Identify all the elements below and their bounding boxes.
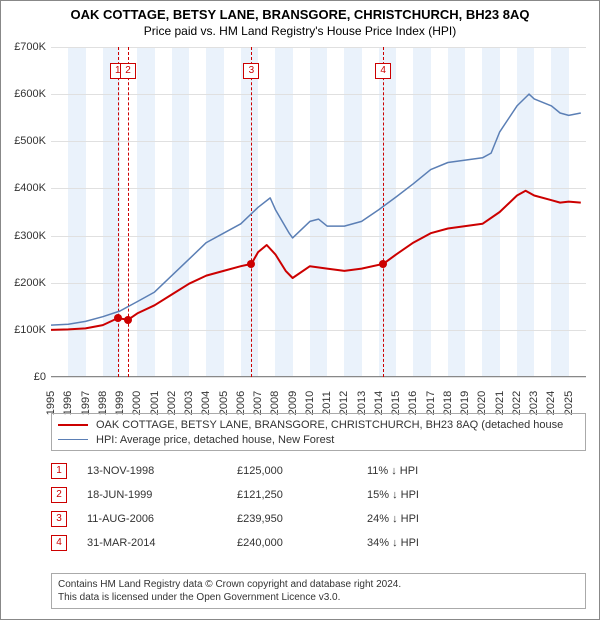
sales-row-diff: 11% ↓ HPI [367, 465, 527, 477]
sale-marker-box: 2 [120, 63, 136, 79]
x-axis-label: 2009 [287, 391, 299, 415]
x-axis-label: 2012 [338, 391, 350, 415]
sales-row-price: £239,950 [237, 513, 367, 525]
x-axis-label: 2017 [425, 391, 437, 415]
x-axis-label: 2020 [476, 391, 488, 415]
sale-marker-box: 4 [375, 63, 391, 79]
sales-row-diff: 15% ↓ HPI [367, 489, 527, 501]
x-axis-label: 2016 [407, 391, 419, 415]
y-axis-label: £400K [2, 182, 46, 194]
x-axis-label: 2004 [200, 391, 212, 415]
chart-title-address: OAK COTTAGE, BETSY LANE, BRANSGORE, CHRI… [1, 1, 599, 22]
y-axis-label: £200K [2, 277, 46, 289]
property-line [51, 191, 581, 330]
sales-row-date: 11-AUG-2006 [87, 513, 237, 525]
x-axis-label: 2025 [563, 391, 575, 415]
legend-swatch [58, 439, 88, 440]
x-axis-label: 2008 [269, 391, 281, 415]
sales-row-diff: 34% ↓ HPI [367, 537, 527, 549]
x-axis-label: 1998 [97, 391, 109, 415]
sales-row-marker: 1 [51, 463, 67, 479]
sales-row-marker: 2 [51, 487, 67, 503]
sales-row-marker: 3 [51, 511, 67, 527]
gridline-h [51, 377, 586, 378]
chart-plot-area: £0£100K£200K£300K£400K£500K£600K£700K199… [51, 47, 586, 377]
sales-row-date: 13-NOV-1998 [87, 465, 237, 477]
x-axis-label: 1999 [114, 391, 126, 415]
legend-label: HPI: Average price, detached house, New … [96, 434, 334, 446]
x-axis-label: 2010 [304, 391, 316, 415]
legend-item: OAK COTTAGE, BETSY LANE, BRANSGORE, CHRI… [58, 417, 579, 432]
x-axis-label: 2018 [442, 391, 454, 415]
x-axis-label: 2014 [373, 391, 385, 415]
x-axis-label: 2006 [235, 391, 247, 415]
sales-row-price: £240,000 [237, 537, 367, 549]
sales-table: 1 13-NOV-1998£125,00011% ↓ HPI 2 18-JUN-199… [51, 459, 586, 555]
sales-row: 4 31-MAR-2014£240,00034% ↓ HPI [51, 531, 586, 555]
y-axis-label: £500K [2, 135, 46, 147]
sale-marker-box: 3 [243, 63, 259, 79]
x-axis-label: 2000 [131, 391, 143, 415]
chart-legend: OAK COTTAGE, BETSY LANE, BRANSGORE, CHRI… [51, 413, 586, 451]
footer-line2: This data is licensed under the Open Gov… [58, 591, 579, 604]
y-axis-label: £0 [2, 371, 46, 383]
y-axis-label: £700K [2, 41, 46, 53]
legend-swatch [58, 424, 88, 426]
sales-row: 1 13-NOV-1998£125,00011% ↓ HPI [51, 459, 586, 483]
x-axis-label: 2024 [545, 391, 557, 415]
x-axis-label: 1995 [45, 391, 57, 415]
chart-subtitle: Price paid vs. HM Land Registry's House … [1, 22, 599, 40]
y-axis-label: £300K [2, 230, 46, 242]
sale-dot [114, 314, 122, 322]
y-axis-label: £600K [2, 88, 46, 100]
sales-row-date: 31-MAR-2014 [87, 537, 237, 549]
x-axis-label: 2015 [390, 391, 402, 415]
x-axis-label: 2023 [528, 391, 540, 415]
chart-lines-svg [51, 47, 586, 377]
sales-row: 2 18-JUN-1999£121,25015% ↓ HPI [51, 483, 586, 507]
x-axis-label: 2011 [321, 391, 333, 415]
x-axis-label: 2003 [183, 391, 195, 415]
chart-frame: OAK COTTAGE, BETSY LANE, BRANSGORE, CHRI… [0, 0, 600, 620]
sales-row: 3 11-AUG-2006£239,95024% ↓ HPI [51, 507, 586, 531]
sales-row-price: £125,000 [237, 465, 367, 477]
y-axis-label: £100K [2, 324, 46, 336]
sale-dot [247, 260, 255, 268]
x-axis-label: 2001 [149, 391, 161, 415]
x-axis-label: 2007 [252, 391, 264, 415]
x-axis-label: 2002 [166, 391, 178, 415]
x-axis-label: 2022 [511, 391, 523, 415]
x-axis-label: 2021 [494, 391, 506, 415]
footer-line1: Contains HM Land Registry data © Crown c… [58, 578, 579, 591]
x-axis-label: 1997 [80, 391, 92, 415]
legend-label: OAK COTTAGE, BETSY LANE, BRANSGORE, CHRI… [96, 419, 563, 431]
sales-row-marker: 4 [51, 535, 67, 551]
footer-attribution: Contains HM Land Registry data © Crown c… [51, 573, 586, 609]
sales-row-price: £121,250 [237, 489, 367, 501]
sales-row-diff: 24% ↓ HPI [367, 513, 527, 525]
x-axis-label: 1996 [62, 391, 74, 415]
sales-row-date: 18-JUN-1999 [87, 489, 237, 501]
x-axis-label: 2019 [459, 391, 471, 415]
x-axis-label: 2013 [356, 391, 368, 415]
sale-dot [379, 260, 387, 268]
legend-item: HPI: Average price, detached house, New … [58, 432, 579, 447]
sale-dot [124, 316, 132, 324]
x-axis-label: 2005 [218, 391, 230, 415]
